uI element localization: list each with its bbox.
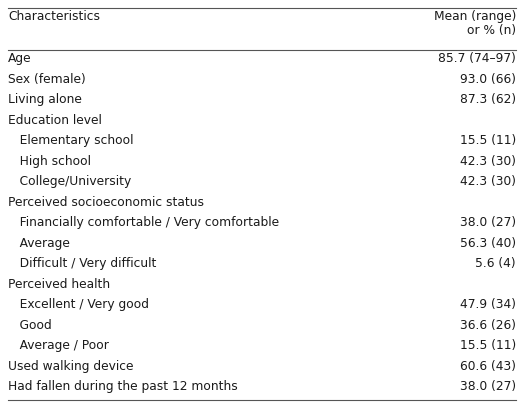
Text: 38.0 (27): 38.0 (27) xyxy=(460,380,516,393)
Text: 47.9 (34): 47.9 (34) xyxy=(460,299,516,312)
Text: Living alone: Living alone xyxy=(8,93,82,106)
Text: 87.3 (62): 87.3 (62) xyxy=(460,93,516,106)
Text: High school: High school xyxy=(8,155,91,168)
Text: 36.6 (26): 36.6 (26) xyxy=(460,319,516,332)
Text: Financially comfortable / Very comfortable: Financially comfortable / Very comfortab… xyxy=(8,216,279,229)
Text: Good: Good xyxy=(8,319,52,332)
Text: Sex (female): Sex (female) xyxy=(8,73,86,86)
Text: Difficult / Very difficult: Difficult / Very difficult xyxy=(8,258,157,270)
Text: 15.5 (11): 15.5 (11) xyxy=(460,135,516,147)
Text: 15.5 (11): 15.5 (11) xyxy=(460,339,516,353)
Text: 60.6 (43): 60.6 (43) xyxy=(460,360,516,373)
Text: 56.3 (40): 56.3 (40) xyxy=(460,237,516,250)
Text: Education level: Education level xyxy=(8,114,102,127)
Text: 85.7 (74–97): 85.7 (74–97) xyxy=(438,52,516,65)
Text: 42.3 (30): 42.3 (30) xyxy=(460,155,516,168)
Text: Had fallen during the past 12 months: Had fallen during the past 12 months xyxy=(8,380,238,393)
Text: Perceived health: Perceived health xyxy=(8,278,110,291)
Text: 5.6 (4): 5.6 (4) xyxy=(476,258,516,270)
Text: Average / Poor: Average / Poor xyxy=(8,339,109,353)
Text: Excellent / Very good: Excellent / Very good xyxy=(8,299,149,312)
Text: 38.0 (27): 38.0 (27) xyxy=(460,216,516,229)
Text: 42.3 (30): 42.3 (30) xyxy=(460,175,516,189)
Text: Age: Age xyxy=(8,52,32,65)
Text: Average: Average xyxy=(8,237,70,250)
Text: Mean (range): Mean (range) xyxy=(434,10,516,23)
Text: Characteristics: Characteristics xyxy=(8,10,100,23)
Text: Perceived socioeconomic status: Perceived socioeconomic status xyxy=(8,196,204,209)
Text: Elementary school: Elementary school xyxy=(8,135,134,147)
Text: or % (n): or % (n) xyxy=(467,24,516,37)
Text: College/University: College/University xyxy=(8,175,131,189)
Text: 93.0 (66): 93.0 (66) xyxy=(460,73,516,86)
Text: Used walking device: Used walking device xyxy=(8,360,134,373)
